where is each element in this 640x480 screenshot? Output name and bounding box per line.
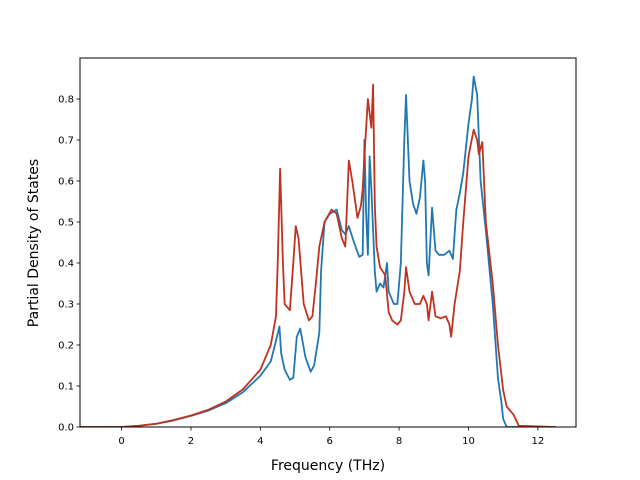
x-tick-label: 6 [327, 436, 333, 447]
x-axis-label: Frequency (THz) [271, 458, 385, 474]
x-tick-label: 8 [396, 436, 402, 447]
y-tick-label: 0.0 [58, 423, 74, 434]
x-tick-label: 10 [462, 436, 475, 447]
series-lines [80, 75, 557, 427]
axes-frame [79, 57, 577, 428]
x-tick-label: 12 [531, 436, 544, 447]
y-tick-label: 0.3 [58, 300, 74, 311]
y-tick-label: 0.5 [58, 218, 74, 229]
y-tick-label: 0.6 [58, 177, 74, 188]
x-tick-label: 4 [257, 436, 263, 447]
series-line-2 [80, 83, 557, 427]
x-axis-ticks: 0 2 4 6 8 10 12 [118, 427, 544, 447]
series-line-1 [80, 75, 557, 427]
x-tick-label: 2 [188, 436, 194, 447]
y-tick-label: 0.7 [58, 136, 74, 147]
y-tick-label: 0.2 [58, 341, 74, 352]
y-axis-ticks: 0.0 0.1 0.2 0.3 0.4 0.5 0.6 0.7 0.8 [58, 95, 80, 434]
y-axis-label: Partial Density of States [26, 159, 42, 327]
plot-frame [79, 57, 577, 428]
y-tick-label: 0.4 [58, 259, 74, 270]
y-tick-label: 0.8 [58, 95, 74, 106]
y-tick-label: 0.1 [58, 382, 74, 393]
x-tick-label: 0 [118, 436, 124, 447]
